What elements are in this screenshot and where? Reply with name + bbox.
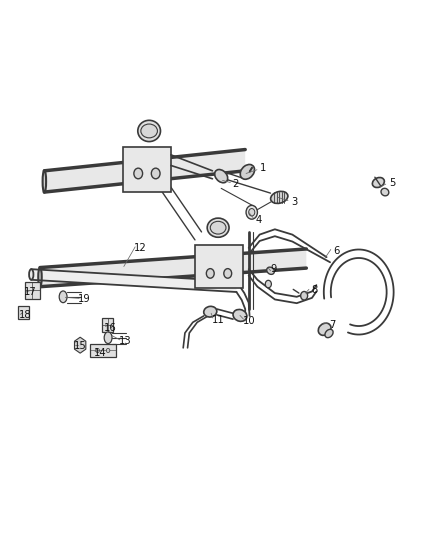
Ellipse shape: [265, 280, 272, 288]
Bar: [102, 318, 113, 333]
Text: 5: 5: [389, 177, 396, 188]
Ellipse shape: [271, 191, 288, 204]
Ellipse shape: [207, 218, 229, 237]
Text: 4: 4: [255, 215, 261, 225]
Text: 13: 13: [119, 336, 131, 346]
Ellipse shape: [246, 205, 258, 219]
Ellipse shape: [206, 269, 214, 278]
Bar: [18, 306, 29, 319]
Ellipse shape: [29, 269, 33, 280]
Text: 19: 19: [78, 294, 91, 304]
Text: 3: 3: [291, 197, 297, 207]
Ellipse shape: [318, 323, 331, 335]
Text: 15: 15: [74, 341, 87, 351]
Text: 14: 14: [94, 348, 106, 358]
Ellipse shape: [372, 177, 385, 188]
Text: 11: 11: [212, 314, 225, 325]
Ellipse shape: [215, 169, 228, 183]
Text: 1: 1: [259, 163, 266, 173]
Ellipse shape: [224, 269, 232, 278]
Ellipse shape: [138, 120, 160, 142]
Text: 12: 12: [134, 243, 147, 253]
Text: 9: 9: [270, 264, 277, 274]
Ellipse shape: [300, 292, 307, 300]
Text: 2: 2: [233, 179, 239, 189]
Polygon shape: [44, 150, 245, 192]
Ellipse shape: [38, 268, 42, 287]
Ellipse shape: [96, 349, 99, 353]
Ellipse shape: [42, 170, 46, 192]
Polygon shape: [195, 245, 243, 288]
Ellipse shape: [151, 168, 160, 179]
Text: 7: 7: [329, 320, 336, 330]
Text: 6: 6: [333, 246, 339, 255]
Text: 16: 16: [104, 322, 117, 333]
Ellipse shape: [134, 168, 143, 179]
Ellipse shape: [106, 349, 110, 353]
Polygon shape: [40, 249, 306, 287]
Bar: [25, 282, 39, 299]
Bar: [90, 344, 116, 357]
Ellipse shape: [381, 188, 389, 196]
Ellipse shape: [249, 208, 255, 216]
Ellipse shape: [240, 165, 254, 179]
Ellipse shape: [325, 329, 333, 338]
Ellipse shape: [104, 332, 112, 344]
Ellipse shape: [141, 124, 157, 138]
Polygon shape: [31, 269, 237, 292]
Ellipse shape: [59, 291, 67, 303]
Text: 10: 10: [242, 316, 255, 326]
Text: 17: 17: [24, 287, 37, 297]
Text: 8: 8: [311, 286, 317, 295]
Ellipse shape: [267, 267, 274, 274]
Text: 18: 18: [18, 310, 31, 320]
Ellipse shape: [204, 306, 217, 317]
Ellipse shape: [233, 310, 247, 321]
Ellipse shape: [210, 221, 226, 234]
Polygon shape: [123, 147, 171, 192]
